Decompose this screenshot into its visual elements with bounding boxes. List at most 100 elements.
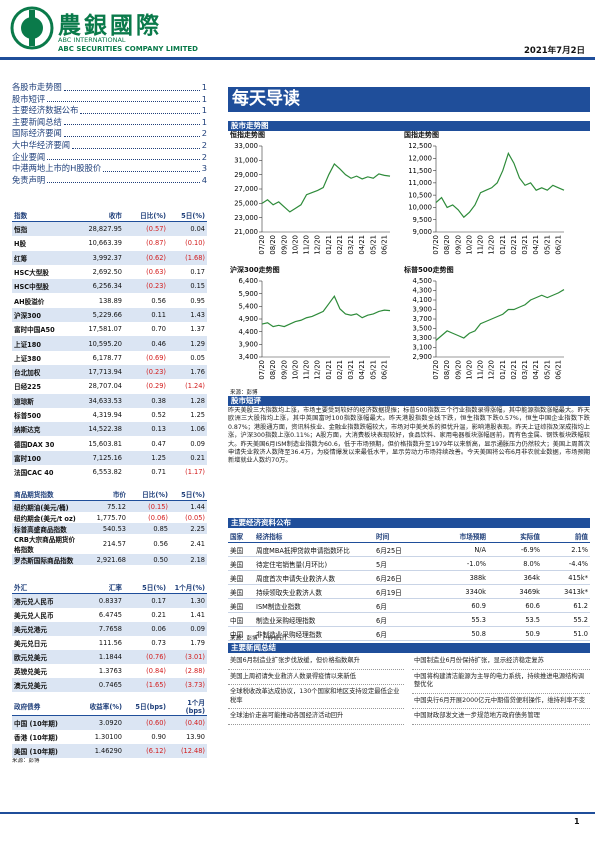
x-tick-label: 11/20 (477, 360, 485, 380)
cell: (0.23) (146, 282, 166, 291)
commentary: 昨天美股三大指数均上涨，市场主要受到较好的经济数据提振；标普500指数三个行业指… (228, 407, 590, 465)
cell: (0.29) (146, 382, 166, 391)
cell: 2.18 (190, 555, 205, 564)
y-tick-label: 3,400 (239, 353, 258, 361)
cell: 富时100 (14, 454, 41, 463)
x-tick-label: 10/20 (465, 360, 473, 380)
cell: 6月19日 (376, 588, 402, 597)
cell: 欧元兑美元 (14, 654, 47, 662)
cell: 1.1844 (98, 653, 122, 661)
table: 外汇 汇率 5日(%) 1个月(%) 港元兑人民币 0.8337 0.17 1.30 美元兑人民… (12, 580, 207, 692)
toc-entry: 股市短评 1 (12, 94, 207, 106)
x-tick-label: 01/21 (325, 235, 333, 255)
cell: 60.6 (525, 601, 540, 610)
table-row: CRB大宗商品期货价格指数 214.57 0.56 2.41 (12, 534, 207, 554)
header-rule (0, 57, 595, 60)
cell: 55.3 (471, 615, 486, 624)
table-row: H股 10,663.39 (0.87) (0.10) (12, 236, 207, 250)
cell: 0.13 (151, 425, 166, 434)
header-cell: 收市 (108, 211, 122, 220)
cell: 1.29 (190, 339, 205, 348)
toc-title: 主要新闻总结 (12, 116, 62, 127)
chart: 21,000 23,000 25,000 27,000 29,000 31,000 33,0… (234, 142, 391, 255)
toc-entry: 免责声明 4 (12, 175, 207, 187)
section-band: 主要新闻总结 (228, 643, 590, 653)
x-tick-label: 12/20 (488, 235, 496, 255)
toc-title: 国际经济要闻 (12, 128, 62, 139)
cell: 0.38 (151, 396, 166, 405)
chart-title: 沪深300走势图 (230, 266, 280, 274)
table-row: 道琼斯 34,633.53 0.38 1.28 (12, 393, 207, 408)
toc: 各股市走势图 1 股市短评 1 主要经济数据公布 1 主要新闻总结 1 国际经济要闻 2 大中华经济… (12, 82, 207, 186)
cell: (0.76) (146, 653, 166, 661)
toc-entry: 企业要闻 2 (12, 152, 207, 164)
cell: 6,178.77 (92, 353, 122, 362)
cell: (1.68) (185, 253, 205, 262)
table: 商品期货指数 市价 日比(%) 5日(%) 纽约期油(美元/桶) 75.12 (0.15) 1… (12, 487, 207, 565)
cell: (0.87) (146, 239, 166, 248)
cell: 50.9 (525, 629, 540, 638)
cell: (3.73) (185, 681, 205, 689)
source: 来源：彭博 (*经修订) (230, 636, 287, 642)
table-row: 英镑兑美元 1.3763 (0.84) (2.88) (12, 664, 207, 678)
source: 来源：彭博 (12, 758, 40, 764)
table-row: 美国 待定住宅销售量(月环比) 5月 -1.0% 8.0% -4.4% (228, 557, 590, 571)
cell: 2,692.50 (92, 268, 122, 277)
header-cell: 1个月(bps) (185, 699, 205, 715)
y-tick-label: 11,000 (408, 179, 432, 187)
table-row: 香港 (10年期) 1.30100 0.90 13.90 (12, 730, 207, 744)
cell: 60.9 (471, 601, 486, 610)
y-tick-label: 29,000 (234, 171, 258, 179)
cell: 美国 (10年期) (14, 748, 58, 756)
y-tick-label: 27,000 (234, 185, 258, 193)
header-cell: 政府债券 (14, 703, 41, 711)
news-item: 中国制造业6月份保持扩张，显示经济稳定复苏 (412, 654, 590, 670)
x-tick-label: 03/21 (521, 235, 529, 255)
y-tick-label: 9,000 (413, 228, 432, 236)
cell: 1.37 (190, 325, 205, 334)
cell: 0.06 (151, 625, 166, 633)
toc-entry: 中港两地上市的H股股价 3 (12, 163, 207, 175)
table-row: 美国 (10年期) 1.46290 (6.12) (12.48) (12, 744, 207, 758)
table-row: 美元兑港元 7.7658 0.06 0.09 (12, 622, 207, 636)
toc-page: 1 (201, 82, 207, 92)
x-tick-label: 03/21 (521, 360, 529, 380)
cell: 中国 (230, 616, 244, 625)
cell: 恒指 (14, 226, 28, 235)
cell: 55.2 (573, 615, 588, 624)
table-header: 政府债券 收益率(%) 5日(bps) 1个月(bps) (12, 697, 207, 716)
cell: 28,827.95 (88, 225, 122, 234)
toc-leader (72, 140, 200, 149)
cell: 美国 (230, 574, 244, 583)
header-cell: 国家 (230, 532, 244, 541)
table-row: 富时100 7,125.16 1.25 0.21 (12, 450, 207, 466)
cell: 0.15 (190, 282, 205, 291)
cell: 富时中国A50 (14, 326, 55, 335)
chart-title: 恒指走势图 (230, 131, 265, 139)
x-tick-label: 07/20 (258, 235, 266, 255)
logo-en: ABC INTERNATIONAL (58, 36, 126, 44)
table-row: 标普500 4,319.94 0.52 1.25 (12, 408, 207, 422)
cell: 中国 (10年期) (14, 720, 58, 728)
cell: 非制造业采购经理指数 (256, 630, 322, 639)
table-row: 沪深300 5,229.66 0.11 1.43 (12, 307, 207, 323)
x-tick-label: 06/21 (380, 235, 388, 255)
y-tick-label: 3,900 (413, 306, 432, 314)
toc-entry: 主要新闻总结 1 (12, 117, 207, 129)
y-tick-label: 10,500 (408, 191, 432, 199)
cell: 台北加权 (14, 369, 41, 378)
header-cell: 实际值 (520, 532, 540, 541)
table-row: 美国 周度MBA抵押贷款申请指数环比 6月25日 N/A -6.9% 2.1% (228, 543, 590, 557)
line-series (261, 162, 391, 213)
cell: 德国DAX 30 (14, 440, 55, 449)
x-tick-label: 02/21 (510, 235, 518, 255)
chart: 9,000 9,500 10,000 10,500 11,000 11,500 12,000… (408, 142, 565, 255)
y-tick-label: 3,900 (239, 341, 258, 349)
x-tick-label: 08/20 (269, 235, 277, 255)
cell: 持续领取失业救济人数 (256, 588, 322, 597)
cell: 3340k (465, 587, 486, 596)
table-row: 红筹 3,992.37 (0.62) (1.68) (12, 250, 207, 265)
x-tick-label: 06/21 (380, 360, 388, 380)
news-item: 中国央行6月开展2000亿元中期借贷便利操作，维持利率不变 (412, 694, 590, 709)
